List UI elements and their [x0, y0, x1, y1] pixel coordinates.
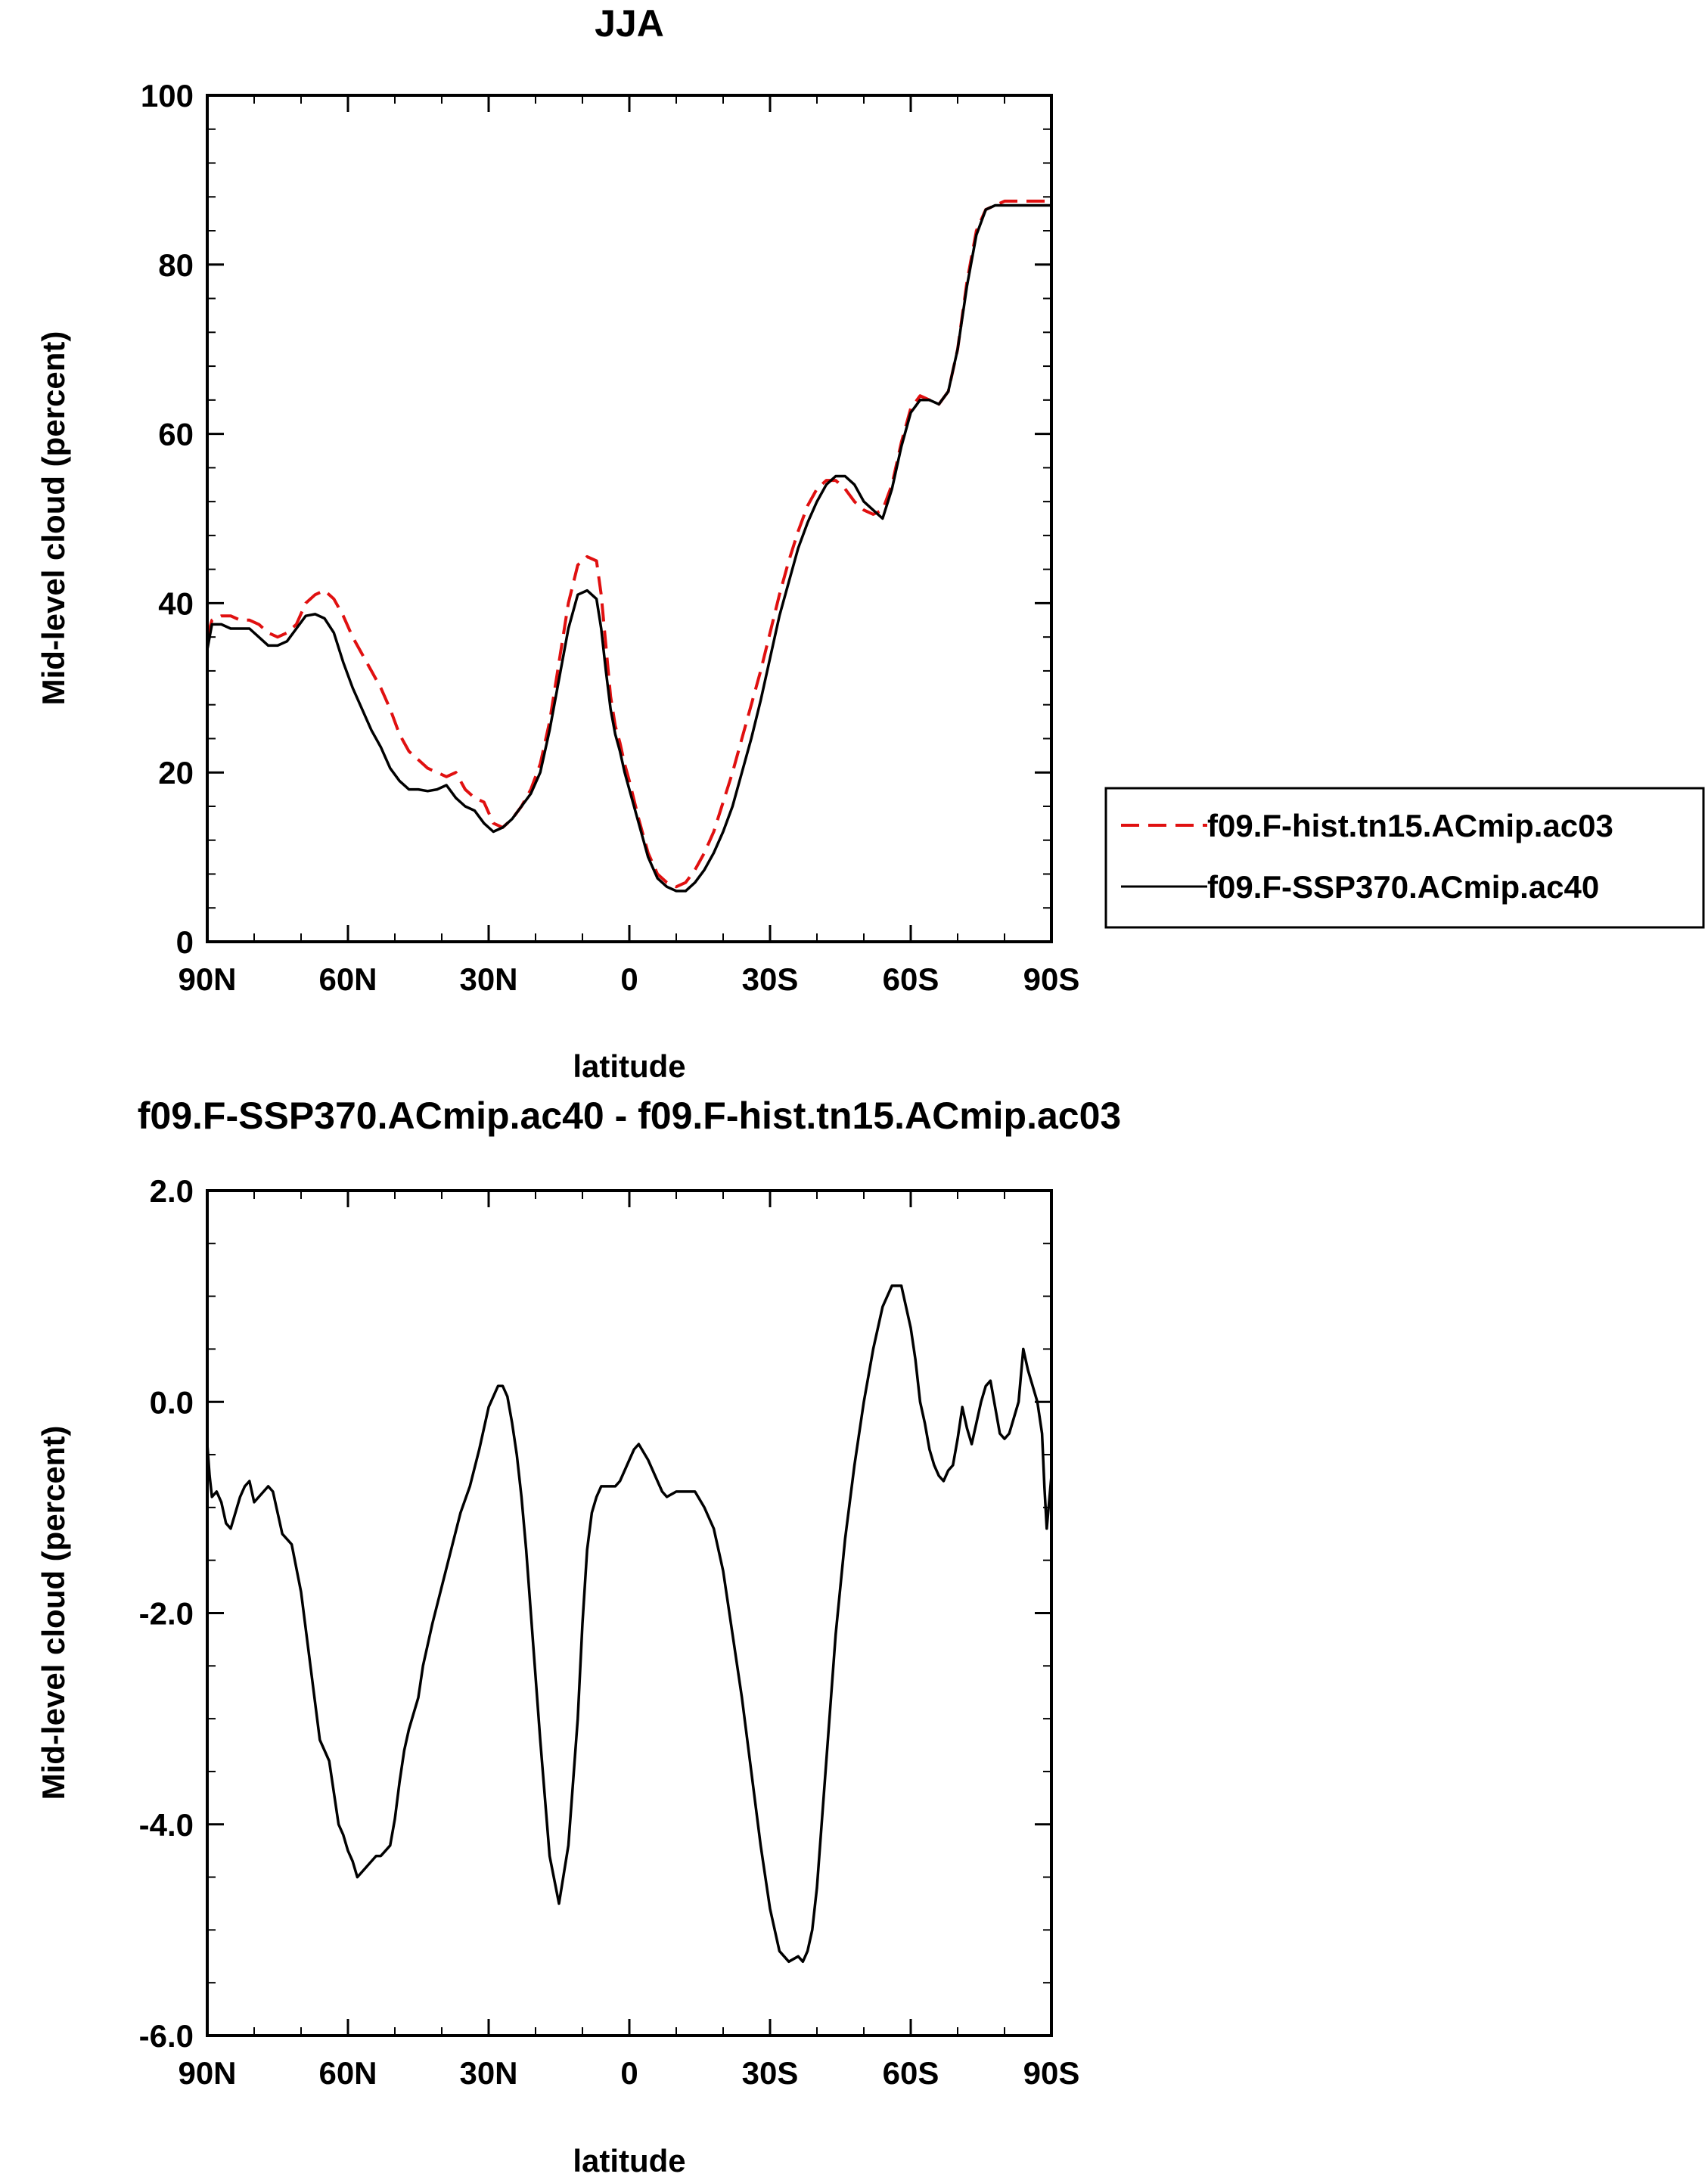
bottom-plot-frame: [206, 1189, 1053, 2037]
top-series-group: [206, 199, 1051, 893]
top-y-tick-label: 20: [158, 755, 194, 790]
top-y-tick-label: 80: [158, 247, 194, 283]
bottom-x-tick-label: 60S: [883, 2055, 939, 2091]
top-series-line-hist: [206, 199, 1051, 889]
top-x-tick-label: 90S: [1023, 961, 1080, 997]
top-x-tick-label: 30N: [459, 961, 517, 997]
bottom-y-tick-label: 2.0: [150, 1173, 194, 1209]
top-x-tick-label: 90N: [178, 961, 236, 997]
top-chart-panel: JJA 0 20 40 60 80 100 90N 60N 30N 0 30S 60S 90S lat…: [36, 2, 1705, 1084]
bottom-x-axis-label: latitude: [573, 2143, 685, 2177]
bottom-y-tick-label: -6.0: [139, 2018, 194, 2054]
bottom-x-ticks: 90N 60N 30N 0 30S 60S 90S: [178, 1191, 1079, 2091]
top-y-tick-label: 100: [141, 78, 194, 113]
top-x-tick-label: 60S: [883, 961, 939, 997]
legend: f09.F-hist.tn15.ACmip.ac03 f09.F-SSP370.…: [1104, 787, 1705, 929]
top-plot-frame: [206, 94, 1053, 943]
legend-label-ssp: f09.F-SSP370.ACmip.ac40: [1207, 869, 1599, 905]
top-x-tick-label: 60N: [318, 961, 377, 997]
top-x-ticks: 90N 60N 30N 0 30S 60S 90S: [178, 95, 1079, 997]
top-y-tick-label: 0: [176, 924, 194, 960]
top-chart-title: JJA: [595, 2, 664, 45]
bottom-x-tick-label: 60N: [318, 2055, 377, 2091]
top-series-line-ssp370: [206, 203, 1051, 893]
bottom-y-tick-label: -2.0: [139, 1596, 194, 1632]
top-y-tick-label: 40: [158, 585, 194, 621]
top-y-tick-label: 60: [158, 417, 194, 452]
bottom-x-tick-label: 90S: [1023, 2055, 1080, 2091]
top-x-tick-label: 0: [620, 961, 638, 997]
bottom-y-ticks: -6.0 -4.0 -2.0 0.0 2.0: [139, 1173, 1051, 2054]
legend-label-hist: f09.F-hist.tn15.ACmip.ac03: [1207, 808, 1613, 843]
bottom-x-tick-label: 30S: [742, 2055, 799, 2091]
top-y-axis-label: Mid-level cloud (percent): [36, 331, 71, 706]
legend-box: [1104, 787, 1705, 929]
bottom-y-tick-label: -4.0: [139, 1807, 194, 1843]
bottom-y-tick-label: 0.0: [150, 1384, 194, 1420]
bottom-series-group: [206, 1284, 1053, 1964]
bottom-x-tick-label: 30N: [459, 2055, 517, 2091]
top-x-axis-label: latitude: [573, 1048, 685, 1084]
bottom-chart-panel: f09.F-SSP370.ACmip.ac40 - f09.F-hist.tn1…: [36, 1095, 1121, 2177]
bottom-x-tick-label: 90N: [178, 2055, 236, 2091]
bottom-y-axis-label: Mid-level cloud (percent): [36, 1426, 71, 1800]
bottom-x-tick-label: 0: [620, 2055, 638, 2091]
bottom-series-line-difference: [206, 1284, 1053, 1964]
top-x-tick-label: 30S: [742, 961, 799, 997]
bottom-chart-title: f09.F-SSP370.ACmip.ac40 - f09.F-hist.tn1…: [138, 1095, 1121, 1137]
